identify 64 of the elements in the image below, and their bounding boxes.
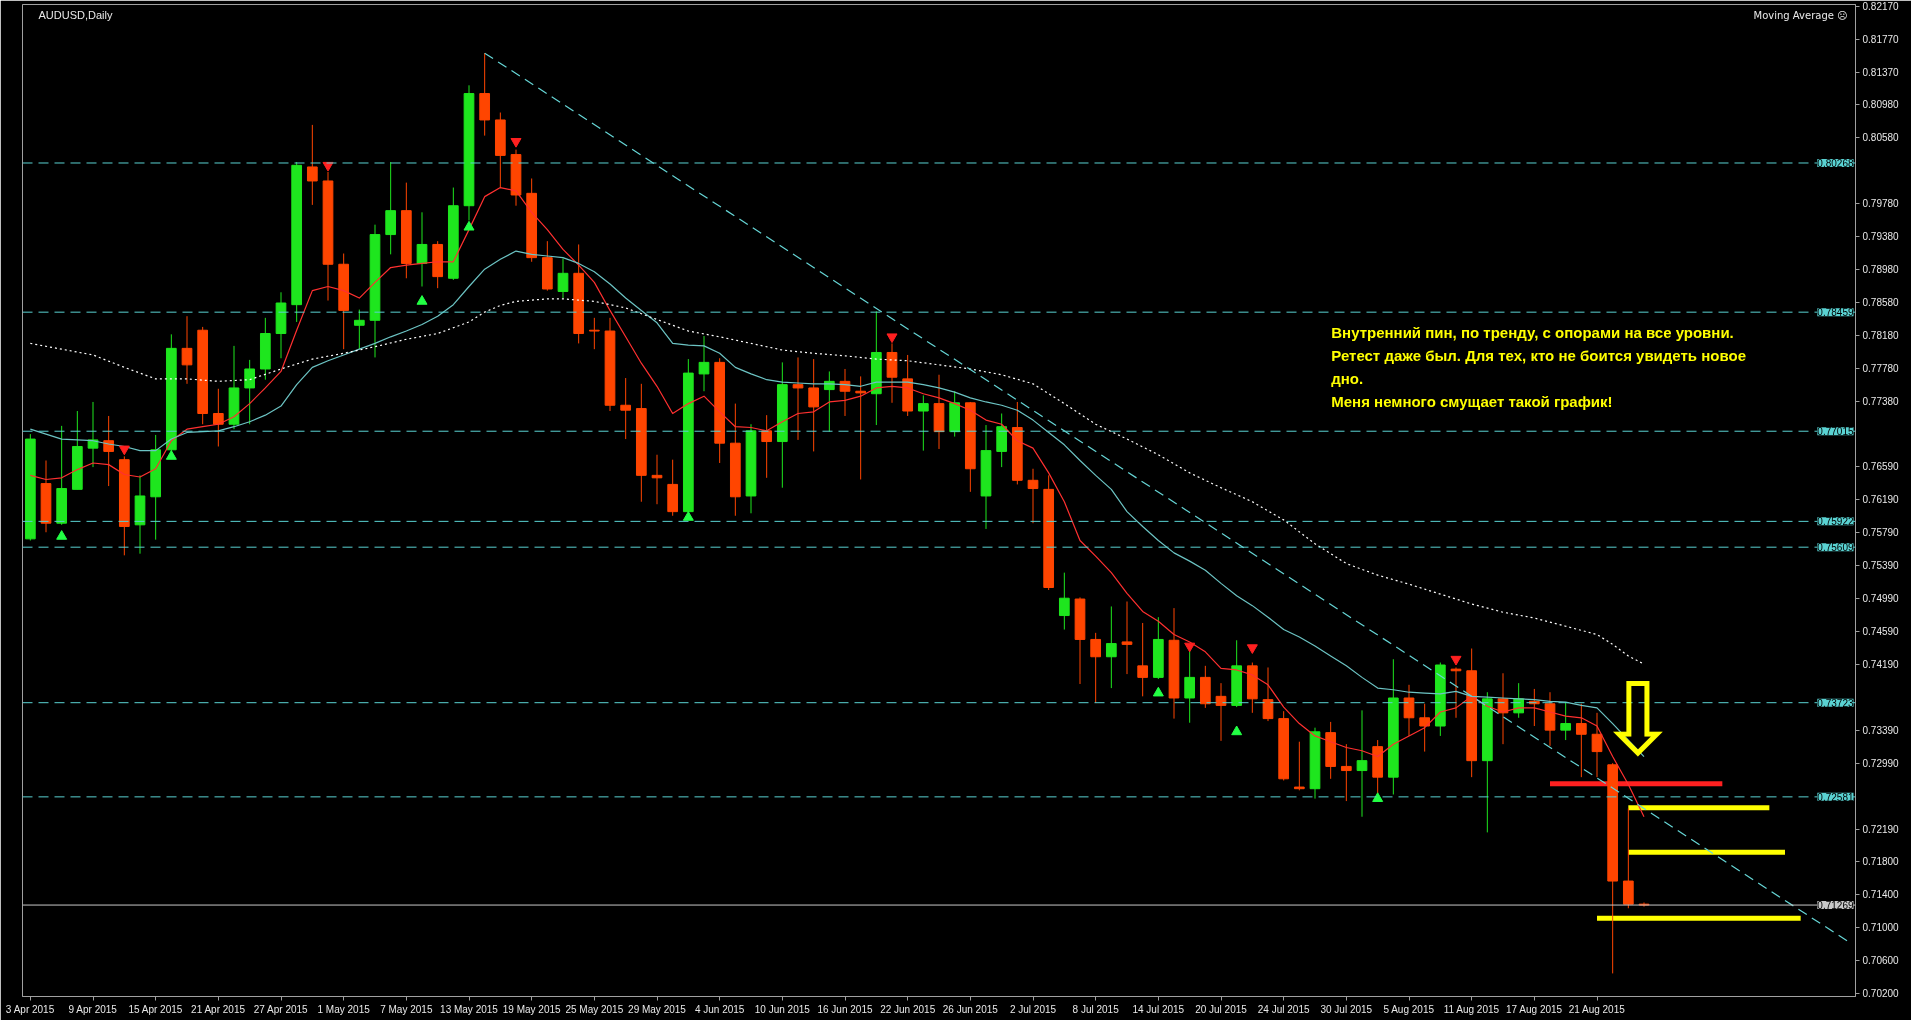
y-tick-label: 0.75390 (1862, 560, 1900, 572)
y-tick-label: 0.76190 (1862, 494, 1900, 506)
x-tick-label: 20 Jul 2015 (1195, 1003, 1248, 1015)
x-tick-label: 27 Apr 2015 (253, 1003, 309, 1015)
y-tick-label: 0.79380 (1862, 231, 1900, 243)
x-tick-label: 8 Jul 2015 (1072, 1003, 1120, 1015)
y-tick-label: 0.73390 (1862, 725, 1900, 737)
ref-line-label: 0.71269 (1817, 900, 1854, 912)
x-tick-label: 11 Aug 2015 (1443, 1003, 1500, 1015)
x-tick-label: 5 Aug 2015 (1383, 1003, 1435, 1015)
ref-line-label: 0.80268 (1817, 157, 1854, 169)
y-tick-label: 0.79780 (1862, 198, 1900, 210)
x-tick-label: 2 Jul 2015 (1009, 1003, 1057, 1015)
y-tick-label: 0.77380 (1862, 396, 1900, 408)
y-tick-label: 0.82170 (1862, 1, 1900, 13)
ref-line-label: 0.75922 (1817, 516, 1854, 528)
ref-line-label: 0.75609 (1817, 542, 1854, 554)
y-tick-label: 0.74990 (1862, 593, 1900, 605)
x-tick-label: 26 Jun 2015 (942, 1003, 999, 1015)
annotation: Moving Average ☹ (1753, 9, 1848, 21)
x-tick-label: 10 Jun 2015 (754, 1003, 811, 1015)
x-tick-label: 24 Jul 2015 (1257, 1003, 1310, 1015)
x-tick-label: 15 Apr 2015 (128, 1003, 183, 1015)
y-tick-label: 0.81770 (1862, 34, 1900, 46)
x-tick-label: 1 May 2015 (317, 1003, 371, 1015)
y-tick-label: 0.71800 (1862, 856, 1900, 868)
x-tick-label: 21 Aug 2015 (1568, 1003, 1626, 1015)
y-tick-label: 0.70200 (1862, 988, 1900, 1000)
chart-title: AUDUSD,Daily (38, 8, 113, 21)
y-tick-label: 0.78580 (1862, 297, 1900, 309)
y-tick-label: 0.70600 (1862, 955, 1900, 967)
x-tick-label: 30 Jul 2015 (1320, 1003, 1373, 1015)
x-tick-label: 29 May 2015 (628, 1003, 687, 1015)
ref-line-label: 0.72581 (1817, 791, 1854, 803)
y-tick-label: 0.77780 (1862, 363, 1900, 375)
y-tick-label: 0.71400 (1862, 889, 1900, 901)
x-tick-label: 19 May 2015 (502, 1003, 562, 1015)
y-tick-label: 0.74590 (1862, 626, 1900, 638)
x-tick-label: 9 Apr 2015 (68, 1003, 118, 1015)
x-tick-label: 13 May 2015 (440, 1003, 499, 1015)
x-tick-label: 17 Aug 2015 (1505, 1003, 1563, 1015)
y-tick-label: 0.74190 (1862, 659, 1900, 671)
ref-line-label: 0.73723 (1817, 697, 1854, 709)
y-tick-label: 0.72190 (1862, 824, 1900, 836)
y-tick-label: 0.81370 (1862, 67, 1900, 79)
x-tick-label: 7 May 2015 (380, 1003, 433, 1015)
x-tick-label: 16 Jun 2015 (817, 1003, 873, 1015)
y-tick-label: 0.72990 (1862, 758, 1900, 770)
annotation: Внутренний пин, по тренду, с опорами на все уровни. Ретест даже был. Для тех, кто не боится увидеть новое дно. Меня немного смущает такой график! (1331, 324, 1746, 411)
x-tick-label: 3 Apr 2015 (5, 1003, 55, 1015)
ref-line-label: 0.77015 (1817, 426, 1854, 438)
y-tick-label: 0.78980 (1862, 264, 1900, 276)
y-tick-label: 0.75790 (1862, 527, 1900, 539)
x-tick-label: 22 Jun 2015 (880, 1003, 936, 1015)
y-tick-label: 0.71000 (1862, 922, 1900, 934)
x-tick-label: 4 Jun 2015 (694, 1003, 745, 1015)
y-tick-label: 0.78180 (1862, 330, 1900, 342)
y-tick-label: 0.80980 (1862, 99, 1900, 111)
ref-line-label: 0.78459 (1817, 307, 1854, 319)
y-tick-label: 0.80580 (1862, 132, 1900, 144)
x-tick-label: 25 May 2015 (565, 1003, 624, 1015)
y-tick-label: 0.76590 (1862, 461, 1900, 473)
x-tick-label: 14 Jul 2015 (1132, 1003, 1185, 1015)
x-tick-label: 21 Apr 2015 (191, 1003, 246, 1015)
